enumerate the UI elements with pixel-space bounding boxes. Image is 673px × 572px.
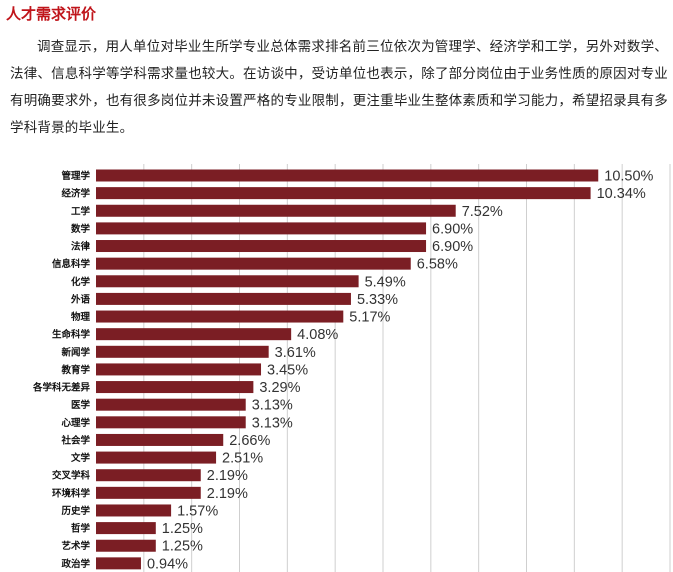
value-label: 5.17% [349, 310, 390, 326]
category-label: 艺术学 [61, 540, 90, 552]
bar-14 [96, 416, 246, 429]
value-label: 3.61% [275, 345, 316, 361]
section-title: 人才需求评价 [6, 5, 97, 23]
category-label: 哲学 [71, 523, 91, 535]
bar-19 [96, 504, 172, 517]
bar-21 [96, 539, 156, 552]
category-label: 心理学 [61, 417, 90, 429]
category-label: 管理学 [61, 170, 90, 182]
category-label: 物理 [71, 311, 91, 323]
value-label: 1.25% [162, 521, 203, 537]
bar-0 [96, 169, 599, 182]
bar-16 [96, 451, 217, 464]
category-label: 各学科无差异 [32, 382, 91, 394]
category-label: 信息科学 [52, 258, 91, 270]
category-label: 新闻学 [61, 346, 90, 358]
value-label: 3.45% [267, 362, 308, 378]
bar-8 [96, 310, 344, 323]
category-label: 政治学 [61, 558, 90, 570]
category-label: 历史学 [61, 505, 90, 517]
value-label: 6.90% [432, 239, 473, 255]
bar-4 [96, 240, 427, 253]
category-label: 文学 [70, 452, 91, 464]
value-label: 5.49% [365, 274, 406, 290]
bar-18 [96, 486, 201, 499]
bar-7 [96, 292, 351, 305]
bar-9 [96, 328, 292, 341]
category-label: 数学 [70, 223, 91, 235]
bar-17 [96, 469, 201, 482]
bar-11 [96, 363, 262, 376]
category-label: 医学 [71, 399, 91, 411]
category-label: 外语 [70, 293, 91, 305]
bar-13 [96, 398, 246, 411]
category-label: 教育学 [60, 364, 90, 376]
bar-1 [96, 187, 591, 200]
chart-value-labels: 10.50%10.34%7.52%6.90%6.90%6.58%5.49%5.3… [147, 169, 654, 572]
bar-15 [96, 433, 224, 446]
bar-5 [96, 257, 411, 270]
category-label: 经济学 [61, 188, 90, 200]
survey-paragraph: 调查显示，用人单位对毕业生所学专业总体需求排名前三位依次为管理学、经济学和工学，… [10, 39, 668, 136]
bar-3 [96, 222, 427, 235]
value-label: 3.13% [252, 415, 293, 431]
value-label: 10.50% [604, 169, 653, 185]
value-label: 7.52% [462, 204, 503, 220]
category-label: 交叉学科 [52, 470, 91, 482]
value-label: 1.25% [162, 539, 203, 555]
chart-category-labels: 管理学经济学工学数学法律信息科学化学外语物理生命科学新闻学教育学各学科无差异医学… [32, 170, 91, 570]
value-label: 2.19% [207, 468, 248, 484]
category-label: 生命科学 [52, 329, 91, 341]
category-label: 工学 [71, 205, 91, 217]
bar-10 [96, 345, 269, 358]
category-label: 社会学 [60, 434, 90, 446]
bar-2 [96, 204, 456, 217]
bar-6 [96, 275, 359, 288]
chart-bars [96, 169, 599, 570]
category-label: 法律 [71, 241, 91, 253]
value-label: 2.66% [229, 433, 270, 449]
value-label: 2.51% [222, 451, 263, 467]
bar-20 [96, 522, 156, 535]
value-label: 3.29% [259, 380, 300, 396]
value-label: 6.58% [417, 257, 458, 273]
bar-12 [96, 381, 254, 394]
bar-22 [96, 557, 141, 570]
value-label: 0.94% [147, 556, 188, 572]
value-label: 4.08% [297, 327, 338, 343]
value-label: 5.33% [357, 292, 398, 308]
value-label: 10.34% [597, 186, 646, 202]
category-label: 环境科学 [52, 487, 91, 499]
value-label: 2.19% [207, 486, 248, 502]
value-label: 1.57% [177, 503, 218, 519]
value-label: 3.13% [252, 398, 293, 414]
value-label: 6.90% [432, 221, 473, 237]
category-label: 化学 [71, 276, 91, 288]
